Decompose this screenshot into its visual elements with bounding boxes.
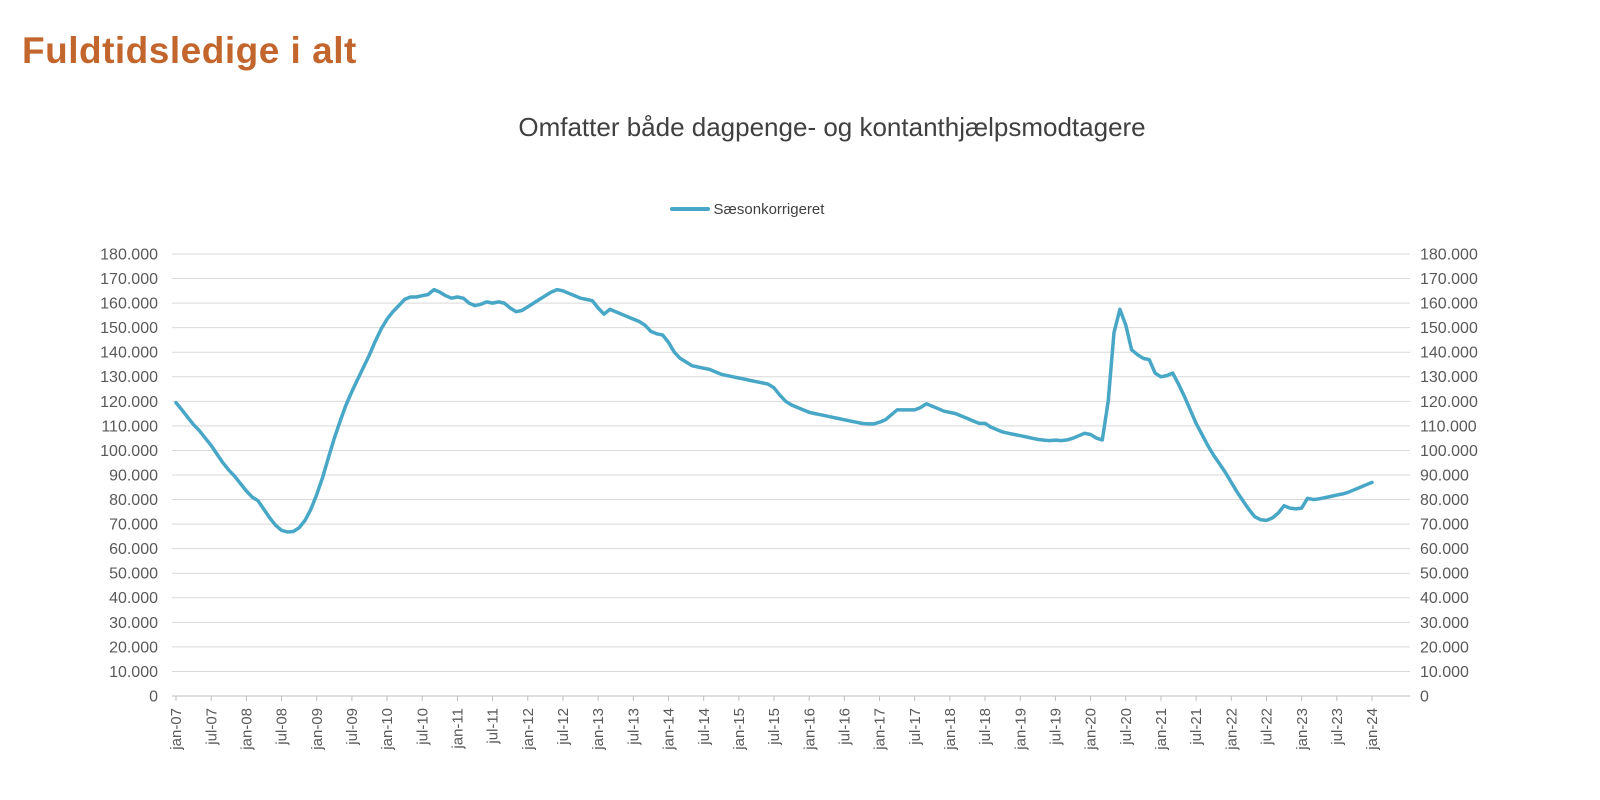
y-axis-label-left: 150.000 — [100, 320, 158, 337]
y-axis-label-left: 20.000 — [109, 639, 158, 656]
x-axis-label: jul-15 — [766, 708, 783, 746]
y-axis-label-left: 30.000 — [109, 615, 158, 632]
x-axis-label: jan-12 — [520, 708, 537, 751]
y-axis-label-left: 80.000 — [109, 492, 158, 509]
y-axis-label-right: 130.000 — [1420, 369, 1478, 386]
y-axis-label-left: 50.000 — [109, 566, 158, 583]
y-axis-label-right: 160.000 — [1420, 296, 1478, 313]
y-axis-label-right: 170.000 — [1420, 271, 1478, 288]
x-axis-label: jul-19 — [1048, 708, 1065, 746]
y-axis-label-right: 10.000 — [1420, 664, 1469, 681]
legend-label: Sæsonkorrigeret — [713, 200, 825, 218]
x-axis-label: jan-13 — [590, 708, 607, 751]
y-axis-label-right: 0 — [1420, 688, 1429, 705]
x-axis-label: jul-16 — [836, 708, 853, 746]
y-axis-label-left: 120.000 — [100, 394, 158, 411]
page-title: Fuldtidsledige i alt — [22, 30, 357, 71]
legend-line-swatch — [669, 207, 710, 211]
y-axis-label-right: 110.000 — [1420, 418, 1477, 435]
x-axis-label: jul-08 — [274, 708, 291, 746]
y-axis-label-left: 100.000 — [100, 443, 158, 460]
x-axis-label: jan-21 — [1153, 708, 1170, 751]
x-axis-label: jul-20 — [1118, 708, 1135, 746]
x-axis-label: jan-11 — [450, 708, 467, 750]
y-axis-label-left: 40.000 — [109, 590, 158, 607]
y-axis-label-right: 20.000 — [1420, 639, 1469, 656]
x-axis-label: jan-09 — [309, 708, 326, 751]
legend: Sæsonkorrigeret — [0, 200, 1494, 218]
x-axis-label: jul-22 — [1259, 708, 1276, 746]
x-axis-label: jan-19 — [1012, 708, 1029, 751]
x-axis-label: jan-10 — [379, 708, 396, 751]
y-axis-label-right: 180.000 — [1420, 246, 1478, 263]
y-axis-label-left: 170.000 — [100, 271, 158, 288]
y-axis-label-right: 150.000 — [1420, 320, 1478, 337]
x-axis-label: jan-18 — [942, 708, 959, 751]
x-axis-label: jul-17 — [907, 708, 924, 746]
y-axis-label-right: 80.000 — [1420, 492, 1469, 509]
y-axis-label-left: 70.000 — [109, 517, 158, 534]
x-axis-label: jan-14 — [661, 708, 678, 751]
x-axis-label: jul-10 — [414, 708, 431, 746]
y-axis-label-left: 90.000 — [109, 467, 158, 484]
y-axis-label-right: 100.000 — [1420, 443, 1478, 460]
y-axis-label-left: 0 — [149, 688, 158, 705]
x-axis-label: jul-21 — [1188, 708, 1205, 746]
x-axis-label: jan-24 — [1364, 708, 1381, 751]
x-axis-label: jul-13 — [625, 708, 642, 746]
x-axis-label: jul-07 — [203, 708, 220, 746]
y-axis-label-right: 120.000 — [1420, 394, 1478, 411]
chart-title: Omfatter både dagpenge- og kontanthjælps… — [518, 112, 1146, 142]
x-axis-label: jul-18 — [977, 708, 994, 746]
y-axis-label-right: 70.000 — [1420, 517, 1469, 534]
y-axis-label-left: 110.000 — [101, 418, 158, 435]
y-axis-label-right: 60.000 — [1420, 541, 1469, 558]
y-axis-label-right: 140.000 — [1420, 345, 1478, 362]
x-axis-label: jan-20 — [1083, 708, 1100, 751]
x-axis-label: jul-09 — [344, 708, 361, 746]
x-axis-label: jan-17 — [872, 708, 889, 751]
y-axis-label-right: 50.000 — [1420, 566, 1469, 583]
y-axis-label-right: 40.000 — [1420, 590, 1469, 607]
y-axis-label-left: 130.000 — [100, 369, 158, 386]
y-axis-label-left: 60.000 — [109, 541, 158, 558]
y-axis-label-left: 180.000 — [100, 246, 158, 263]
y-axis-label-left: 10.000 — [109, 664, 158, 681]
x-axis-label: jul-11 — [485, 708, 502, 745]
x-axis-label: jul-12 — [555, 708, 572, 746]
x-axis-label: jan-23 — [1294, 708, 1311, 751]
x-axis-label: jan-08 — [238, 708, 255, 751]
x-axis-label: jan-22 — [1223, 708, 1240, 751]
series-line-saesonkorrigeret — [174, 287, 1374, 534]
x-axis-label: jan-07 — [168, 708, 185, 751]
x-axis-label: jul-14 — [696, 708, 713, 746]
y-axis-label-right: 30.000 — [1420, 615, 1469, 632]
x-axis-label: jul-23 — [1329, 708, 1346, 746]
y-axis-label-left: 160.000 — [100, 296, 158, 313]
y-axis-label-left: 140.000 — [100, 345, 158, 362]
line-chart-plot: 0 0 10.000 10.000 20.000 20.000 30.000 30.000 40… — [100, 246, 1478, 751]
y-axis-label-right: 90.000 — [1420, 467, 1469, 484]
x-axis-label: jan-15 — [731, 708, 748, 751]
x-axis-label: jan-16 — [801, 708, 818, 751]
